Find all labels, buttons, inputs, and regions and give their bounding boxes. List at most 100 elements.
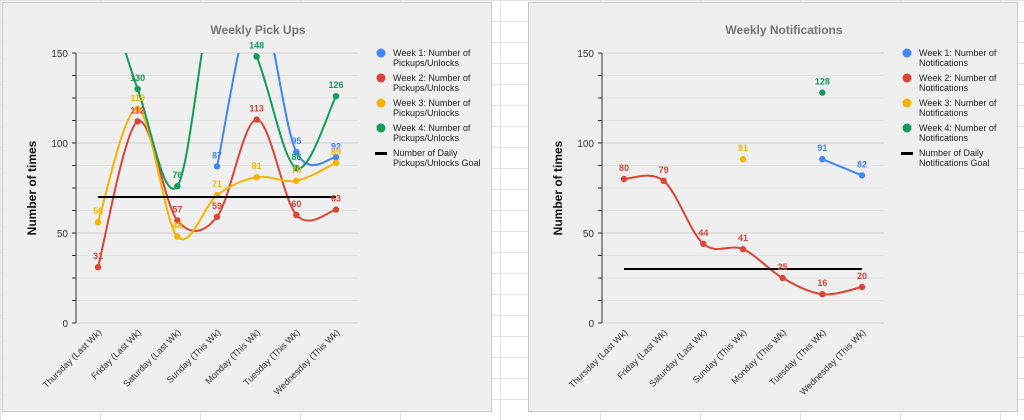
- y-tick-label: 100: [51, 139, 68, 150]
- data-label-week-2-number-of-notifications: 20: [857, 271, 867, 281]
- data-label-week-2-number-of-notifications: 16: [817, 278, 827, 288]
- data-label-week-2-number-of-notifications: 41: [738, 233, 748, 243]
- data-point-week-3-number-of-pickups-unlocks[interactable]: [94, 219, 102, 226]
- chart-svg-notifications: Weekly Notifications 0 50 100 150 Number of t…: [551, 23, 997, 397]
- data-label-week-4-number-of-pickups-unlocks: 86: [291, 152, 301, 162]
- legend-swatch-week-3-number-of-pickups-unlocks: [376, 98, 386, 108]
- data-point-week-1-number-of-notifications[interactable]: [858, 172, 866, 179]
- data-point-week-4-number-of-pickups-unlocks[interactable]: [174, 183, 181, 190]
- data-point-week-3-number-of-pickups-unlocks[interactable]: [293, 177, 300, 184]
- series-line-week-2-number-of-pickups-unlocks: [97, 118, 337, 268]
- legend-label-week-2-number-of-pickups-unlocks[interactable]: Week 2: Number of Pickups/Unlocks: [393, 73, 471, 93]
- legend-label-number-of-daily-pickups-unlocks-goal[interactable]: Number of Daily Pickups/Unlocks Goal: [393, 148, 481, 168]
- data-label-week-1-number-of-pickups-unlocks: 92: [331, 141, 341, 151]
- data-point-week-4-number-of-notifications[interactable]: [819, 89, 826, 96]
- data-point-week-2-number-of-notifications[interactable]: [700, 240, 707, 247]
- y-tick-label: 150: [577, 49, 594, 60]
- data-point-week-1-number-of-pickups-unlocks[interactable]: [213, 163, 221, 170]
- data-point-week-3-number-of-pickups-unlocks[interactable]: [174, 233, 181, 240]
- data-point-week-3-number-of-pickups-unlocks[interactable]: [253, 174, 260, 181]
- legend-label-number-of-daily-notifications-goal[interactable]: Number of Daily Notifications Goal: [919, 148, 990, 168]
- data-point-week-4-number-of-pickups-unlocks[interactable]: [293, 165, 300, 172]
- data-point-week-2-number-of-pickups-unlocks[interactable]: [332, 206, 340, 213]
- data-point-week-2-number-of-pickups-unlocks[interactable]: [174, 217, 181, 224]
- data-label-week-2-number-of-pickups-unlocks: 113: [249, 104, 264, 114]
- data-point-week-3-number-of-notifications[interactable]: [739, 156, 747, 163]
- data-label-week-1-number-of-pickups-unlocks: 95: [291, 136, 301, 146]
- data-point-week-3-number-of-pickups-unlocks[interactable]: [332, 159, 340, 166]
- data-point-week-1-number-of-notifications[interactable]: [819, 156, 826, 163]
- plot-area: [620, 89, 866, 298]
- data-point-week-1-number-of-pickups-unlocks[interactable]: [332, 154, 340, 161]
- data-point-week-2-number-of-notifications[interactable]: [858, 283, 866, 291]
- series-line-week-3-number-of-pickups-unlocks: [97, 107, 337, 241]
- chart-panel-pickups[interactable]: Weekly Pick Ups 0 50 100 150 Number of times T…: [2, 2, 492, 412]
- data-label-week-3-number-of-pickups-unlocks: 56: [93, 206, 103, 216]
- data-point-week-2-number-of-notifications[interactable]: [739, 246, 747, 253]
- data-label-week-2-number-of-notifications: 25: [778, 262, 788, 272]
- data-point-week-1-number-of-pickups-unlocks[interactable]: [293, 148, 300, 156]
- legend-swatch-week-1-number-of-notifications: [902, 48, 912, 58]
- y-tick-label: 0: [62, 319, 68, 330]
- data-label-week-2-number-of-pickups-unlocks: 57: [172, 204, 182, 214]
- chart-svg-pickups: Weekly Pick Ups 0 50 100 150 Number of times T…: [25, 23, 481, 397]
- y-tick-label: 150: [51, 49, 68, 60]
- data-point-week-4-number-of-pickups-unlocks[interactable]: [134, 85, 141, 93]
- data-label-week-2-number-of-pickups-unlocks: 59: [212, 201, 222, 211]
- x-tick-label: Thursday (Last Wk): [41, 327, 104, 390]
- data-label-layer: 91 82 80 79 44 41 25 16 20 91 128: [619, 77, 867, 289]
- data-label-week-2-number-of-notifications: 80: [619, 163, 629, 173]
- data-label-week-4-number-of-pickups-unlocks: 148: [249, 41, 264, 51]
- legend-swatch-week-1-number-of-pickups-unlocks: [376, 48, 386, 58]
- legend-label-week-4-number-of-notifications[interactable]: Week 4: Number of Notifications: [919, 123, 997, 143]
- y-tick-label: 50: [583, 229, 595, 240]
- legend-label-week-3-number-of-notifications[interactable]: Week 3: Number of Notifications: [919, 98, 997, 118]
- chart-title: Weekly Notifications: [725, 23, 842, 37]
- data-point-week-2-number-of-notifications[interactable]: [819, 291, 826, 298]
- data-point-week-3-number-of-pickups-unlocks[interactable]: [134, 105, 141, 113]
- data-point-week-2-number-of-notifications[interactable]: [620, 175, 628, 183]
- data-label-week-2-number-of-notifications: 44: [698, 228, 708, 238]
- data-label-week-4-number-of-notifications: 128: [815, 77, 830, 87]
- series-line-week-1-number-of-pickups-unlocks: [216, 53, 337, 167]
- data-point-week-2-number-of-pickups-unlocks[interactable]: [293, 211, 300, 219]
- legend-label-week-1-number-of-pickups-unlocks[interactable]: Week 1: Number of Pickups/Unlocks: [393, 48, 471, 68]
- data-point-week-4-number-of-pickups-unlocks[interactable]: [332, 93, 340, 100]
- plot-area: [94, 53, 340, 271]
- legend-label-week-3-number-of-pickups-unlocks[interactable]: Week 3: Number of Pickups/Unlocks: [393, 98, 471, 118]
- data-label-week-2-number-of-pickups-unlocks: 31: [93, 251, 103, 261]
- data-label-week-3-number-of-notifications: 91: [738, 143, 748, 153]
- y-tick-label: 100: [577, 139, 594, 150]
- x-tick-label: Wednesday (This Wk): [798, 327, 868, 397]
- data-label-week-3-number-of-pickups-unlocks: 119: [130, 93, 145, 103]
- data-label-week-2-number-of-pickups-unlocks: 112: [130, 105, 145, 115]
- data-label-week-3-number-of-pickups-unlocks: 81: [252, 161, 262, 171]
- legend-label-week-1-number-of-notifications[interactable]: Week 1: Number of Notifications: [919, 48, 997, 68]
- legend-swatch-week-4-number-of-pickups-unlocks: [376, 123, 386, 133]
- data-point-week-2-number-of-notifications[interactable]: [779, 274, 786, 282]
- legend-label-week-2-number-of-notifications[interactable]: Week 2: Number of Notifications: [919, 73, 997, 93]
- chart-panel-notifications[interactable]: Weekly Notifications 0 50 100 150 Number of t…: [528, 2, 1018, 412]
- data-point-week-2-number-of-pickups-unlocks[interactable]: [253, 116, 260, 123]
- data-label-week-4-number-of-pickups-unlocks: 126: [328, 80, 343, 90]
- data-point-week-2-number-of-pickups-unlocks[interactable]: [94, 264, 102, 271]
- y-axis-label: Number of times: [25, 140, 39, 235]
- legend-swatch-week-3-number-of-notifications: [902, 98, 912, 108]
- data-label-week-3-number-of-pickups-unlocks: 79: [291, 165, 301, 175]
- data-label-week-2-number-of-pickups-unlocks: 63: [331, 194, 341, 204]
- x-tick-label: Wednesday (This Wk): [272, 327, 342, 397]
- y-tick-label: 50: [57, 229, 69, 240]
- data-label-week-3-number-of-pickups-unlocks: 71: [212, 179, 222, 189]
- data-point-week-2-number-of-notifications[interactable]: [660, 177, 667, 184]
- legend-swatch-number-of-daily-pickups-unlocks-goal: [375, 152, 387, 155]
- legend-swatch-number-of-daily-notifications-goal: [901, 152, 913, 155]
- legend-label-week-4-number-of-pickups-unlocks[interactable]: Week 4: Number of Pickups/Unlocks: [393, 123, 471, 143]
- data-point-week-4-number-of-pickups-unlocks[interactable]: [253, 53, 260, 60]
- chart-title: Weekly Pick Ups: [210, 23, 305, 37]
- data-point-week-2-number-of-pickups-unlocks[interactable]: [134, 118, 141, 125]
- legend-swatch-week-4-number-of-notifications: [902, 123, 912, 133]
- data-point-week-2-number-of-pickups-unlocks[interactable]: [213, 213, 221, 220]
- data-label-week-1-number-of-pickups-unlocks: 87: [212, 150, 222, 160]
- data-label-week-1-number-of-notifications: 82: [857, 159, 867, 169]
- y-tick-label: 0: [588, 319, 594, 330]
